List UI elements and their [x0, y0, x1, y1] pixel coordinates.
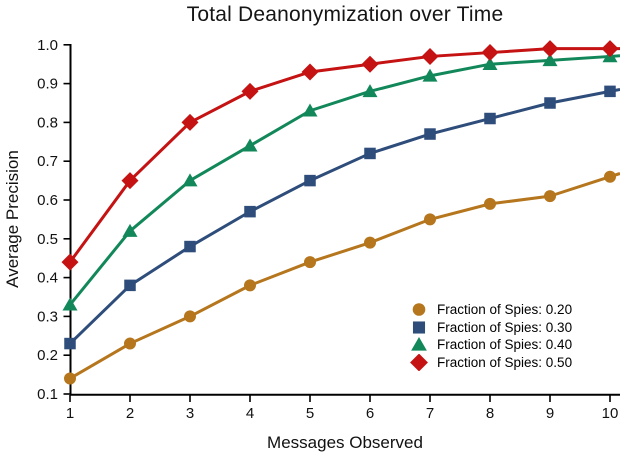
series-3-marker	[601, 40, 619, 58]
legend-item-spies-050: Fraction of Spies: 0.50	[403, 353, 573, 372]
x-tick-label: 9	[546, 405, 554, 422]
legend-label: Fraction of Spies: 0.40	[437, 337, 573, 353]
diamond-marker-icon	[410, 353, 428, 371]
legend-label: Fraction of Spies: 0.20	[437, 302, 573, 318]
series-2-marker	[482, 57, 498, 70]
series-0-marker	[424, 213, 436, 226]
series-1-marker	[124, 279, 136, 292]
series-1-marker	[64, 337, 76, 350]
y-tick-label: 0.5	[37, 231, 58, 248]
series-0-marker	[484, 197, 496, 210]
series-2-marker	[62, 297, 78, 311]
series-1-marker	[544, 97, 556, 109]
square-marker-icon	[412, 321, 426, 334]
x-axis-label: Messages Observed	[267, 433, 423, 452]
square-marker-glyph	[412, 321, 426, 334]
series-0-marker	[304, 256, 316, 269]
series-3-line	[68, 47, 620, 263]
series-0-marker	[604, 170, 616, 183]
y-tick-label: 0.3	[37, 308, 58, 325]
series-1-marker	[484, 112, 496, 125]
series-3-marker	[241, 82, 259, 100]
diamond-marker-glyph	[410, 353, 428, 371]
x-tick-label: 5	[306, 405, 314, 422]
series-0-marker	[184, 310, 196, 323]
legend-label: Fraction of Spies: 0.50	[437, 354, 573, 370]
y-tick-label: 0.2	[37, 347, 58, 364]
x-tick-label: 4	[246, 405, 254, 422]
series-3-marker	[421, 47, 439, 65]
series-2-marker	[362, 84, 378, 98]
series-3-marker	[481, 44, 499, 62]
series-0-marker	[124, 337, 136, 350]
series-1-marker	[424, 128, 436, 140]
x-tick-label: 10	[602, 405, 619, 422]
series-0-marker	[64, 372, 76, 385]
series-2-marker	[182, 173, 198, 187]
y-tick-label: 0.1	[37, 386, 58, 403]
y-tick-label: 0.6	[37, 192, 58, 209]
series-1-marker	[364, 147, 376, 160]
series-1-marker	[244, 205, 256, 218]
x-tick-label: 8	[486, 405, 494, 422]
series-3-marker	[61, 253, 79, 271]
series-0-marker	[544, 190, 556, 203]
triangle-marker-icon	[411, 337, 427, 351]
x-tick-label: 2	[126, 405, 134, 422]
chart-title: Total Deanonymization over Time	[186, 3, 504, 26]
series-3-marker	[361, 55, 379, 73]
series-2-marker	[542, 53, 558, 67]
series-3-marker	[541, 40, 559, 58]
series-2-marker	[122, 223, 138, 237]
y-tick-label: 0.4	[37, 270, 58, 287]
legend-item-spies-040: Fraction of Spies: 0.40	[403, 336, 572, 354]
series-1-marker	[304, 174, 316, 187]
circle-marker-glyph	[412, 303, 426, 317]
series-2-line	[68, 54, 620, 306]
legend: Fraction of Spies: 0.20 Fraction of Spie…	[403, 301, 572, 371]
series-3-marker	[301, 63, 319, 81]
x-tick-label: 3	[186, 405, 194, 422]
series-2-marker	[302, 103, 318, 117]
circle-marker-icon	[412, 303, 426, 317]
y-tick-label: 1.0	[37, 37, 58, 54]
series-1-marker	[184, 240, 196, 253]
series-0-marker	[364, 236, 376, 249]
y-tick-label: 0.8	[37, 114, 58, 131]
y-tick-label: 0.7	[37, 153, 58, 170]
triangle-marker-glyph	[411, 337, 427, 351]
y-tick-label: 0.9	[37, 76, 58, 93]
series-0-marker	[244, 279, 256, 292]
legend-item-spies-030: Fraction of Spies: 0.30	[403, 319, 572, 337]
series-1-marker	[604, 85, 616, 98]
series-2-marker	[422, 68, 438, 82]
legend-label: Fraction of Spies: 0.30	[437, 319, 573, 335]
series-3-marker	[181, 113, 199, 131]
legend-item-spies-020: Fraction of Spies: 0.20	[403, 301, 572, 319]
x-tick-label: 6	[366, 405, 374, 422]
x-tick-label: 1	[66, 405, 74, 422]
series-2-marker	[242, 138, 258, 152]
series-3-marker	[121, 172, 139, 190]
x-tick-label: 7	[426, 405, 434, 422]
